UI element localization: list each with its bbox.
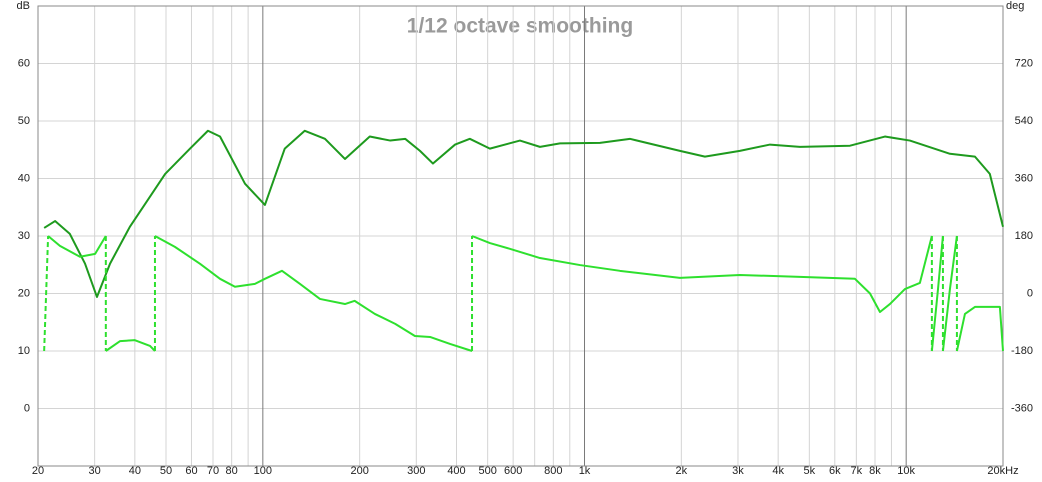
x-tick-label: 6k (829, 465, 841, 477)
phase-wrap (43, 235, 50, 352)
x-tick-label: 80 (226, 465, 238, 477)
y-tick-label: 40 (18, 172, 30, 184)
y2-tick-label: 0 (1027, 287, 1033, 299)
y-tick-label: 30 (18, 230, 30, 242)
x-tick-label: 50 (160, 465, 172, 477)
plot-frame (37, 5, 1004, 467)
x-tick-label: 70 (207, 465, 219, 477)
x-tick-label: 1k (579, 465, 591, 477)
x-tick-label: 100 (254, 465, 272, 477)
chart-title: 1/12 octave smoothing (407, 15, 633, 38)
y2-tick-label: 540 (1015, 115, 1033, 127)
y2-tick-label: -180 (1011, 345, 1033, 357)
phase-curve (47, 235, 1004, 352)
spl-curve (43, 129, 1004, 298)
y-tick-label: 60 (18, 57, 30, 69)
x-tick-label: 4k (772, 465, 784, 477)
y-axis-label: dB (17, 0, 30, 12)
x-tick-label: 5k (804, 465, 816, 477)
x-tick-label: 2k (676, 465, 688, 477)
x-tick-label: 40 (129, 465, 141, 477)
x-tick-label: 200 (350, 465, 368, 477)
x-tick-label: 10k (897, 465, 915, 477)
x-tick-label: 500 (478, 465, 496, 477)
x-tick-label: 600 (504, 465, 522, 477)
y-tick-label: 10 (18, 345, 30, 357)
y2-axis-label: deg (1006, 0, 1024, 12)
x-tick-label: 7k (851, 465, 863, 477)
y2-tick-label: 720 (1015, 57, 1033, 69)
x-tick-label: 20 (32, 465, 44, 477)
y2-tick-label: 180 (1015, 230, 1033, 242)
y-tick-label: 20 (18, 287, 30, 299)
x-tick-label: 300 (407, 465, 425, 477)
y-tick-label: 0 (24, 402, 30, 414)
x-tick-label: 3k (732, 465, 744, 477)
x-tick-label: 800 (544, 465, 562, 477)
x-tick-label: 20kHz (987, 465, 1018, 477)
y2-tick-label: -360 (1011, 402, 1033, 414)
x-tick-label: 400 (447, 465, 465, 477)
x-tick-label: 60 (185, 465, 197, 477)
x-tick-label: 30 (89, 465, 101, 477)
y-tick-label: 50 (18, 115, 30, 127)
x-tick-label: 8k (869, 465, 881, 477)
y2-tick-label: 360 (1015, 172, 1033, 184)
